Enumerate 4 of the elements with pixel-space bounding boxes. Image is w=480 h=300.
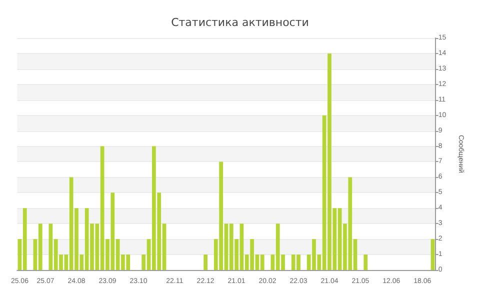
chart-title: Статистика активности [171,16,309,29]
bar [364,254,368,270]
bar [430,239,435,270]
bar [204,254,208,270]
